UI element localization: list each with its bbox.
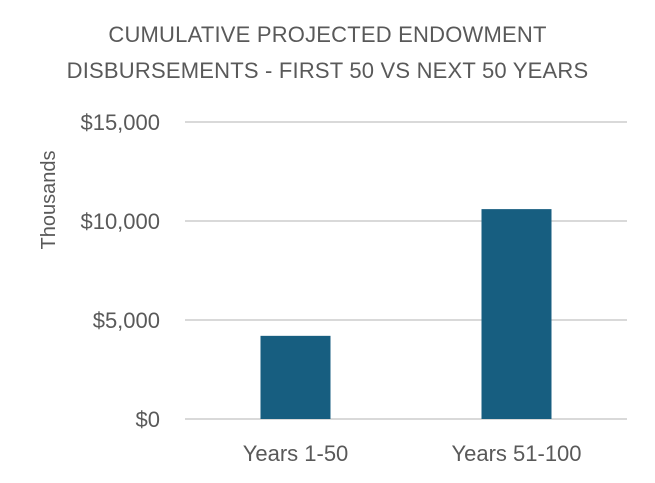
bar-1 (260, 335, 331, 419)
y-axis-title: Thousands (38, 151, 60, 250)
y-axis-ticks: $0 $5,000 $10,000 $15,000 (80, 110, 160, 432)
y-tick-label: $0 (136, 407, 160, 432)
y-tick-label: $5,000 (93, 308, 160, 333)
x-category-label: Years 51-100 (451, 441, 581, 466)
y-tick-label: $15,000 (80, 110, 160, 135)
gridlines (185, 121, 627, 420)
chart-title-line-2: DISBURSEMENTS - FIRST 50 VS NEXT 50 YEAR… (66, 58, 589, 83)
bar-2 (481, 209, 552, 419)
chart-title-line-1: CUMULATIVE PROJECTED ENDOWMENT (108, 22, 547, 47)
bars (260, 209, 552, 419)
x-category-label: Years 1-50 (243, 441, 349, 466)
x-axis-categories: Years 1-50 Years 51-100 (243, 441, 582, 466)
y-tick-label: $10,000 (80, 209, 160, 234)
